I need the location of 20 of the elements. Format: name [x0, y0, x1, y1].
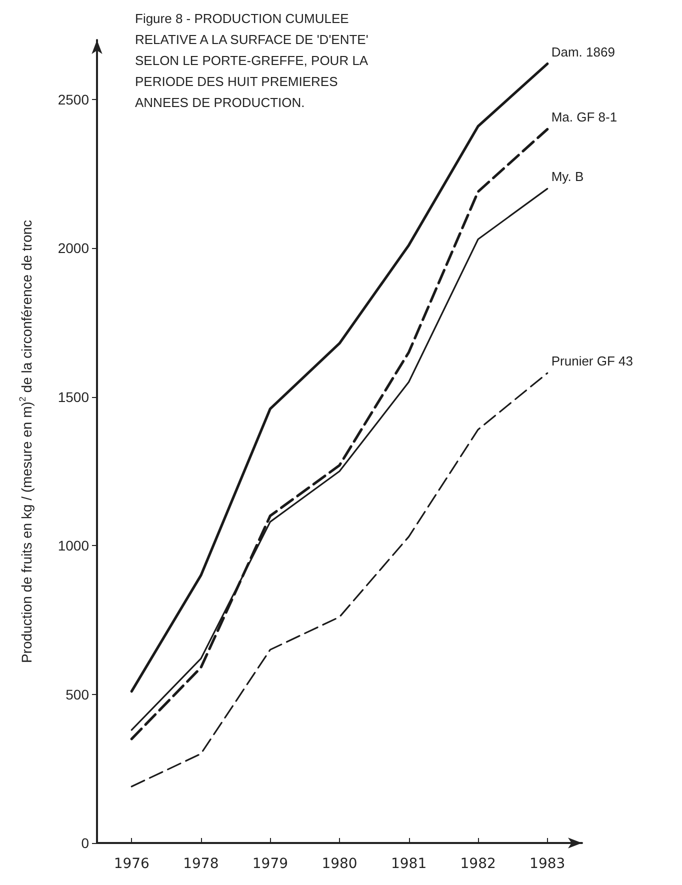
series-label: Ma. GF 8-1: [551, 110, 618, 125]
y-tick-label: 2500: [58, 91, 90, 108]
text: Figure 8 - PRODUCTION CUMULEE RELATIVE A LA SURFACE DE 'D'ENTE' SELON LE PORTE-GREFFE, POUR LA PERIODE DES HUIT PREMIERES ANNEES DE PRODUCTION.: [135, 10, 370, 112]
y-tick-label: 2000: [58, 240, 90, 256]
series-label: My. B: [551, 169, 584, 184]
series-label: Dam. 1869: [551, 44, 615, 60]
series-label: Prunier GF 43: [551, 354, 634, 369]
x-tick-label: 1978: [183, 856, 219, 872]
y-tick-label: 500: [66, 686, 90, 702]
x-tick-label: 1983: [530, 856, 566, 872]
x-tick-label: 1982: [460, 856, 496, 872]
x-tick-label: 1979: [252, 856, 288, 872]
y-tick-label: 0: [81, 835, 90, 851]
x-tick-label: 1980: [322, 856, 358, 872]
y-tick-label: 1500: [58, 388, 90, 405]
y-axis-title: Production de fruits en kg / (mesure en m)2 de la circonférence de tronc: [18, 220, 34, 664]
x-tick-label: 1981: [390, 856, 427, 872]
line-series: [130, 372, 548, 788]
x-tick-label: 1976: [114, 856, 150, 872]
y-tick-label: 1000: [58, 538, 90, 554]
